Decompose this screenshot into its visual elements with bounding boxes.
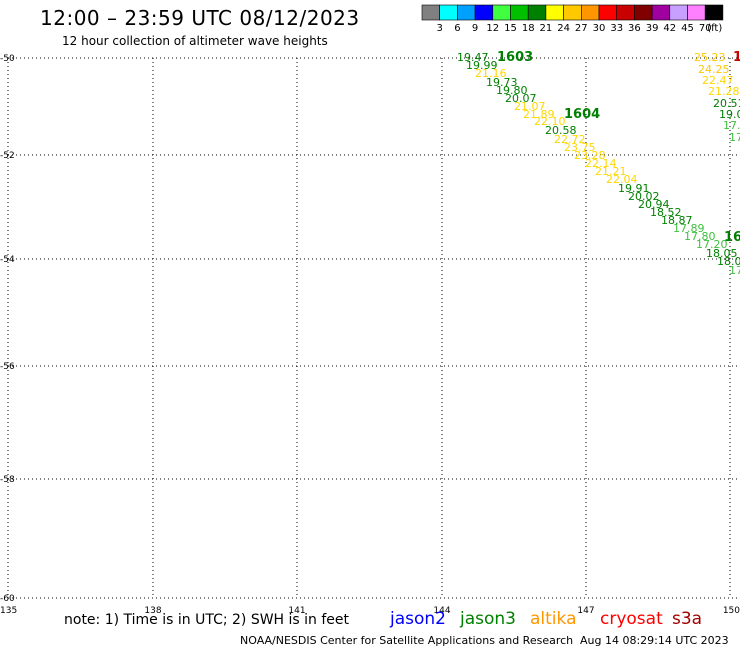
latitude-label: -52	[0, 151, 15, 161]
legend-label: 9	[472, 23, 478, 34]
satellite-s3a: s3a	[672, 609, 703, 629]
wave-height-reading: 17.89	[673, 222, 705, 235]
map-title: 12:00 – 23:59 UTC 08/12/2023	[40, 6, 360, 30]
legend-label: 42	[663, 23, 676, 34]
wave-height-reading: 19.73	[486, 76, 518, 89]
legend-label: 30	[593, 23, 606, 34]
longitude-label: 135	[0, 606, 17, 616]
legend-label: 21	[540, 23, 553, 34]
credit-line: NOAA/NESDIS Center for Satellite Applica…	[240, 634, 574, 647]
legend-swatch	[704, 4, 724, 21]
wave-height-reading: 21.16	[475, 67, 507, 80]
latitude-label: -56	[0, 362, 15, 372]
wave-height-reading: 21.07	[514, 100, 546, 113]
wave-height-reading: 19.80	[496, 84, 528, 97]
wave-height-reading: 18.52	[650, 206, 682, 219]
wave-height-reading: 19.91	[618, 182, 650, 195]
legend-label: 12	[486, 23, 499, 34]
pass-time-label: 1604	[564, 107, 600, 122]
legend-label: 39	[646, 23, 659, 34]
wave-height-reading: 18.87	[661, 214, 693, 227]
wave-height-legend: 3 6 9 12 15 18 21 24 27 30 33 36 39 42 45 70(ft)	[421, 4, 724, 34]
wave-height-reading: 17.	[723, 119, 740, 132]
wave-height-reading: 19.47	[457, 51, 489, 64]
longitude-label: 147	[577, 606, 594, 616]
footnote: note: 1) Time is in UTC; 2) SWH is in fe…	[64, 612, 350, 628]
legend-label: 18	[522, 23, 535, 34]
satellite-cryosat: cryosat	[600, 609, 663, 629]
wave-height-reading: 20.07	[505, 92, 537, 105]
wave-height-reading: 22.72	[554, 133, 586, 146]
wave-height-reading: 20.58	[545, 124, 577, 137]
satellite-jason2: jason2	[390, 609, 446, 629]
longitude-label: 138	[144, 606, 161, 616]
longitude-label: 141	[288, 606, 305, 616]
wave-height-reading: 17.20	[696, 238, 728, 251]
wave-height-reading: 23.75	[564, 141, 596, 154]
wave-height-reading: 17	[729, 264, 740, 277]
latitude-label: -50	[0, 54, 15, 64]
wave-height-reading: 21.28	[708, 85, 740, 98]
wave-height-reading: 20.51	[713, 97, 740, 110]
latitude-label: -60	[0, 594, 15, 604]
generated-timestamp: Aug 14 08:29:14 UTC 2023	[580, 634, 729, 647]
wave-height-reading: 22.10	[534, 115, 566, 128]
legend-label: 70	[699, 23, 712, 34]
legend-label: 27	[575, 23, 588, 34]
legend-label: 3	[437, 23, 443, 34]
legend-label: 33	[610, 23, 623, 34]
legend-label: 45	[681, 23, 694, 34]
pass-time-label: 16	[724, 230, 740, 245]
wave-height-reading: 19.99	[466, 59, 498, 72]
wave-height-reading: 22.04	[606, 173, 638, 186]
pass-time-label: 1	[733, 50, 740, 65]
legend-label: 6	[454, 23, 460, 34]
wave-height-reading: 21.89	[523, 108, 555, 121]
wave-height-reading: 20.94	[638, 198, 670, 211]
wave-height-reading: 17	[729, 131, 740, 144]
wave-height-reading: 18.0	[717, 255, 740, 268]
legend-label: 36	[628, 23, 641, 34]
legend-label: 24	[557, 23, 570, 34]
wave-height-reading: 17.80	[684, 230, 716, 243]
map-subtitle: 12 hour collection of altimeter wave hei…	[62, 34, 328, 48]
satellite-jason3: jason3	[460, 609, 516, 629]
satellite-altika: altika	[530, 609, 577, 629]
wave-height-reading: 20.02	[628, 190, 660, 203]
legend-label: 15	[504, 23, 517, 34]
latitude-label: -58	[0, 475, 15, 485]
wave-height-reading: 22.14	[585, 157, 617, 170]
wave-height-reading: 18.05	[706, 247, 738, 260]
wave-height-reading: 21.21	[595, 165, 627, 178]
wave-height-reading: 19.0	[719, 108, 740, 121]
wave-height-reading: 22.47	[702, 74, 734, 87]
legend-unit: (ft)	[707, 23, 722, 34]
latitude-label: -54	[0, 255, 15, 265]
longitude-label: 144	[433, 606, 450, 616]
wave-height-reading: 25.23	[694, 51, 726, 64]
pass-time-label: 1603	[497, 50, 533, 65]
wave-height-reading: 23.28	[574, 149, 606, 162]
longitude-label: 150	[723, 606, 740, 616]
wave-height-reading: 24.25	[698, 63, 730, 76]
